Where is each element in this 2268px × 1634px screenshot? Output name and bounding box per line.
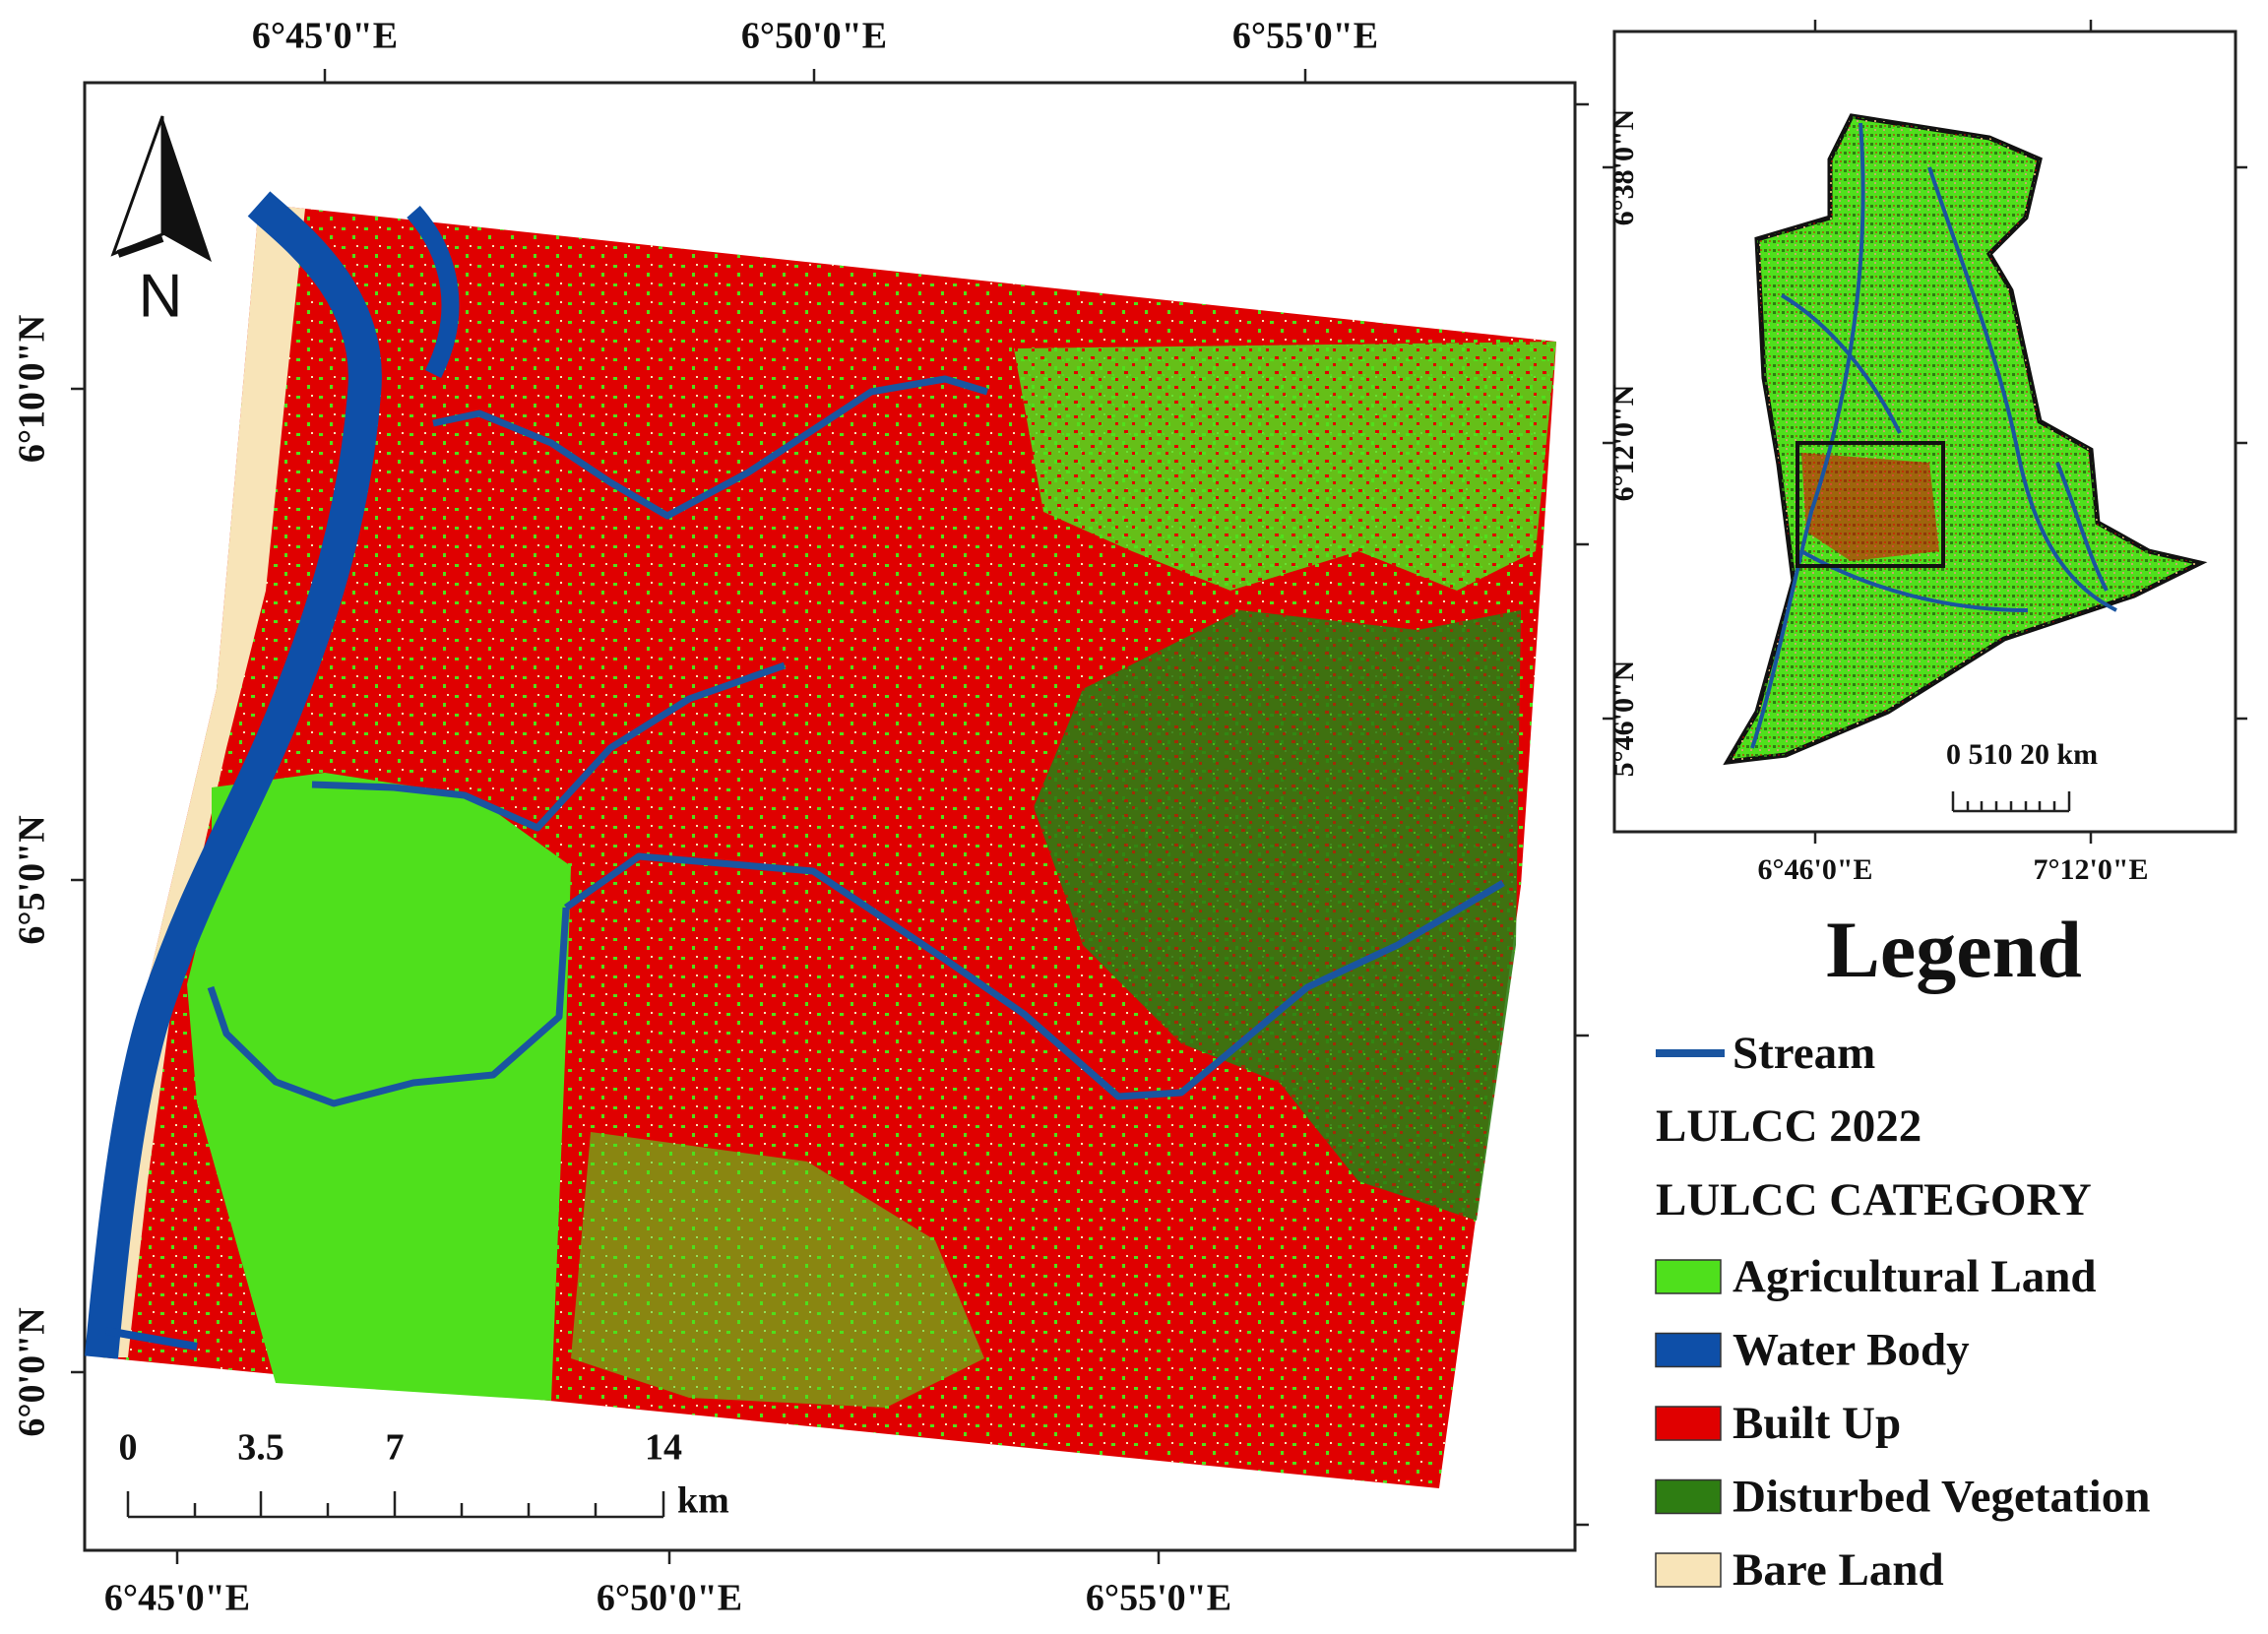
legend-stream: Stream [1732,1028,1875,1079]
inset-bottom-label: 6°46'0"E [1758,853,1873,886]
legend-swatch [1655,1552,1722,1588]
inset-bottom-label: 7°12'0"E [2034,853,2149,886]
main-scale-bar [126,1491,665,1519]
legend-swatch [1655,1259,1722,1294]
legend-swatch [1655,1332,1722,1368]
legend-label: Disturbed Vegetation [1732,1471,2150,1522]
main-map-ticks [71,69,1589,1564]
inset-map-frame [1612,30,2237,834]
legend-label: Built Up [1732,1398,1901,1449]
legend-year: LULCC 2022 [1656,1100,1922,1152]
top-label: 6°50'0"E [741,16,887,57]
bottom-label: 6°50'0"E [597,1578,742,1619]
main-map-land-cover [85,191,1556,1488]
legend-category-title: LULCC CATEGORY [1656,1174,2092,1226]
bottom-label: 6°55'0"E [1086,1578,1231,1619]
inset-left-label: 6°12'0"N [1607,384,1640,501]
inset-map-ticks [1603,20,2247,844]
scale-unit: km [677,1480,729,1522]
scale-label: 3.5 [237,1427,284,1469]
left-label: 6°0'0"N [12,1307,53,1436]
legend-label: Water Body [1732,1324,1970,1375]
inset-scale-bar [1951,791,2071,813]
inset-left-label: 5°46'0"N [1607,660,1640,777]
scale-label: 0 [119,1427,138,1469]
inset-extent-box [1796,441,1945,568]
left-label: 6°10'0"N [12,315,53,463]
main-map-streams [207,375,1505,1107]
legend-items: Agricultural Land Water Body Built Up Distu… [1655,1251,2150,1596]
left-label: 6°5'0"N [12,815,53,944]
inset-land-cover [1723,113,2208,766]
top-label: 6°45'0"E [252,16,398,57]
north-arrow [110,115,212,262]
legend-title: Legend [1826,905,2082,994]
legend-swatch [1655,1478,1722,1515]
legend-label: Agricultural Land [1732,1251,2097,1302]
bottom-label: 6°45'0"E [104,1578,250,1619]
inset-scale-label: 0 510 20 km [1946,738,2098,771]
main-map-frame [83,81,1577,1552]
legend-label: Bare Land [1732,1544,1944,1596]
scale-label: 14 [645,1427,682,1469]
north-label: N [139,262,183,330]
legend-swatch [1655,1406,1722,1441]
scale-label: 7 [386,1427,405,1469]
top-label: 6°55'0"E [1232,16,1378,57]
inset-left-label: 6°38'0"N [1607,108,1640,225]
